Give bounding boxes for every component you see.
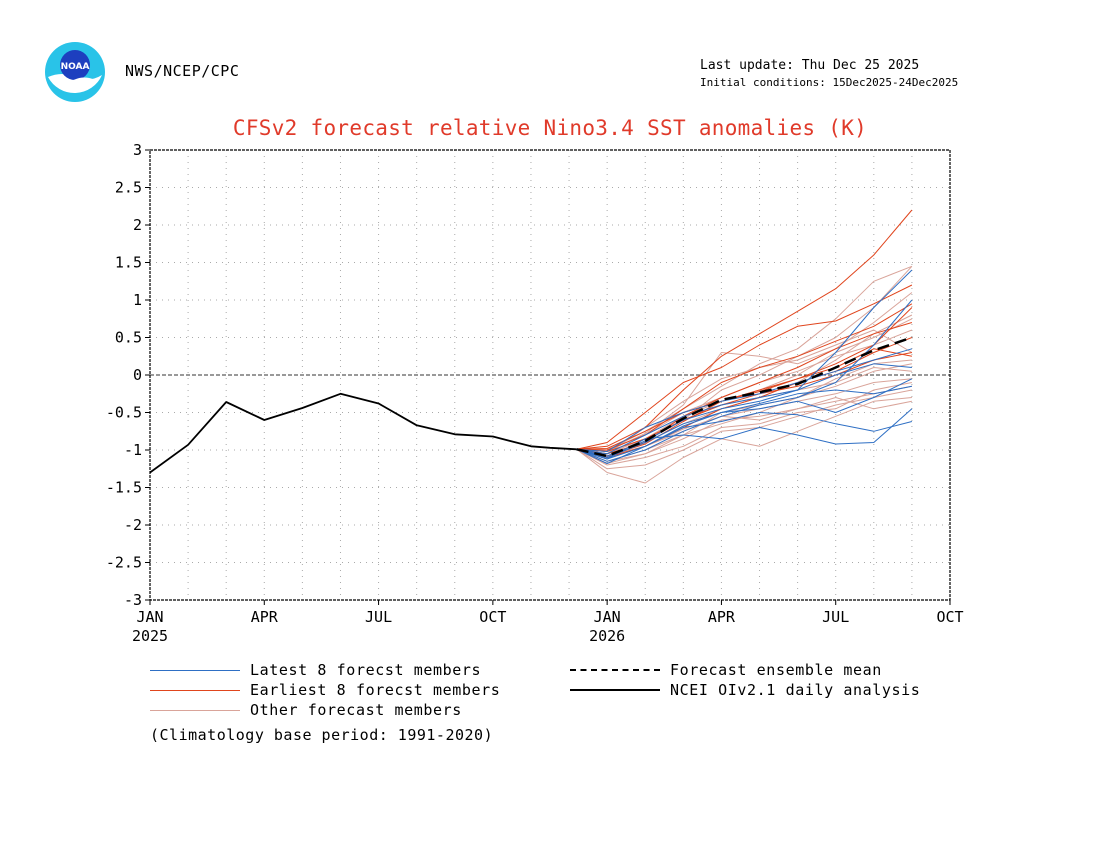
- latest-member-line: [576, 385, 912, 460]
- ensemble-mean-line: [576, 336, 913, 458]
- y-tick-label: -0.5: [106, 404, 142, 422]
- earliest-member-line: [576, 284, 913, 450]
- other-member-line: [576, 378, 912, 457]
- legend-swatch-mean: [570, 669, 660, 671]
- y-tick-label: -2: [124, 516, 142, 534]
- earliest-member-line: [576, 307, 913, 450]
- x-tick-label: OCT: [936, 608, 963, 626]
- earliest-member-line: [576, 209, 913, 450]
- other-member-line: [576, 329, 913, 455]
- legend-swatch-latest: [150, 670, 240, 671]
- latest-member-line: [576, 412, 913, 464]
- y-tick-label: -1: [124, 441, 142, 459]
- analysis-line: [149, 392, 577, 474]
- y-tick-label: -2.5: [106, 554, 142, 572]
- y-tick-label: 3: [133, 141, 142, 159]
- other-member-line: [576, 389, 912, 470]
- x-tick-label: JUL: [822, 608, 849, 626]
- x-tick-label: JAN: [594, 608, 621, 626]
- legend-label-latest: Latest 8 forecst members: [250, 661, 482, 679]
- x-tick-label: JAN: [136, 608, 163, 626]
- y-tick-label: 2.5: [115, 179, 142, 197]
- svg-text:NOAA: NOAA: [61, 62, 90, 72]
- x-year-label: 2026: [589, 627, 625, 645]
- earliest-member-line: [576, 337, 913, 458]
- earliest-member-line: [576, 303, 913, 451]
- other-member-line: [576, 314, 913, 460]
- y-tick-label: -1.5: [106, 479, 142, 497]
- x-tick-label: OCT: [479, 608, 506, 626]
- y-tick-label: 0.5: [115, 329, 142, 347]
- other-member-line: [576, 397, 912, 484]
- legend-label-mean: Forecast ensemble mean: [670, 661, 882, 679]
- legend-swatch-other: [150, 710, 240, 711]
- y-tick-label: 1.5: [115, 254, 142, 272]
- chart-title: CFSv2 forecast relative Nino3.4 SST anom…: [232, 116, 868, 140]
- x-tick-label: JUL: [365, 608, 392, 626]
- earliest-member-line: [576, 352, 912, 452]
- y-tick-label: 2: [133, 216, 142, 234]
- y-tick-label: 0: [133, 366, 142, 384]
- x-tick-label: APR: [708, 608, 736, 626]
- latest-member-line: [576, 363, 912, 457]
- legend-swatch-analysis: [570, 689, 660, 691]
- last-update-text: Last update: Thu Dec 25 2025: [700, 58, 920, 73]
- legend-label-earliest: Earliest 8 forecst members: [250, 681, 501, 699]
- y-tick-label: -3: [124, 591, 142, 609]
- climatology-note: (Climatology base period: 1991-2020): [150, 726, 494, 744]
- initial-conditions-text: Initial conditions: 15Dec2025-24Dec2025: [700, 76, 959, 89]
- legend-swatch-earliest: [150, 690, 240, 691]
- legend-label-analysis: NCEI OIv2.1 daily analysis: [670, 681, 921, 699]
- latest-member-line: [576, 299, 913, 462]
- legend-label-other: Other forecast members: [250, 701, 462, 719]
- x-year-label: 2025: [132, 627, 168, 645]
- latest-member-line: [576, 269, 913, 455]
- latest-member-line: [576, 348, 913, 452]
- other-member-line: [576, 265, 913, 455]
- other-member-line: [576, 382, 912, 466]
- noaa-logo: NOAA: [45, 42, 105, 102]
- org-label: NWS/NCEP/CPC: [125, 62, 240, 80]
- x-tick-label: APR: [251, 608, 279, 626]
- y-tick-label: 1: [133, 291, 142, 309]
